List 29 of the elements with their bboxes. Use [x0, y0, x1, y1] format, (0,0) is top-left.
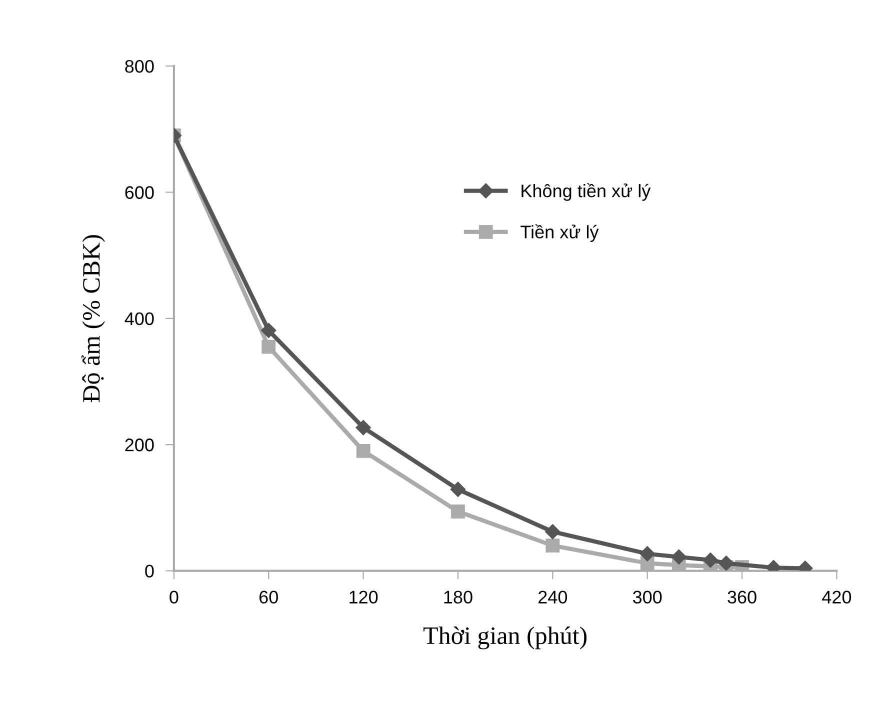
point	[450, 482, 466, 497]
point	[671, 549, 686, 564]
y-axis-title: Độ ẩm (% CBK)	[81, 235, 105, 402]
point	[718, 556, 734, 571]
x-tick-label: 420	[822, 590, 852, 604]
point	[545, 524, 560, 540]
x-tick-label: 0	[170, 590, 178, 604]
legend-label: Không tiền xử lý	[522, 183, 651, 201]
x-tick-label: 240	[538, 590, 568, 604]
y-tick-label: 600	[125, 186, 154, 199]
point	[546, 538, 560, 553]
point	[640, 546, 655, 562]
point	[356, 444, 370, 458]
point	[261, 322, 276, 338]
x-tick-label: 300	[632, 590, 662, 604]
point	[262, 340, 276, 354]
x-tick-label: 360	[728, 590, 756, 604]
x-tick-label: 180	[444, 590, 472, 604]
point	[702, 552, 718, 568]
y-tick-label: 400	[124, 312, 154, 326]
legend-label: Tiền xử lý	[520, 224, 599, 242]
x-axis-title: Thời gian (phút)	[423, 626, 587, 650]
point	[356, 420, 371, 436]
y-tick-label: 0	[145, 564, 154, 578]
y-tick-label: 800	[125, 60, 154, 73]
x-tick-label: 120	[350, 590, 378, 604]
point	[451, 504, 465, 518]
x-tick-label: 60	[259, 590, 278, 604]
y-tick-label: 200	[125, 438, 154, 452]
